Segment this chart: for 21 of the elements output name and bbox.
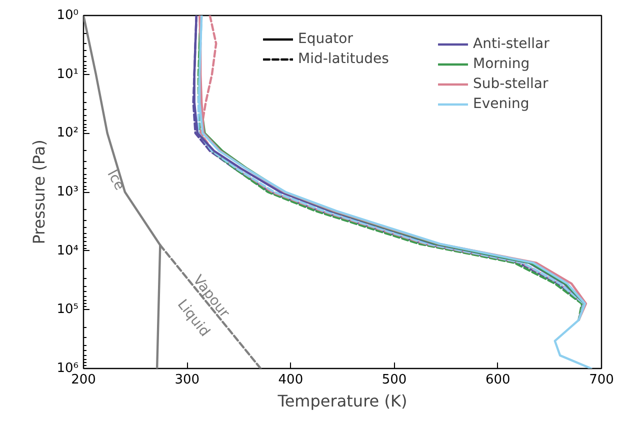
y-tick-label: 10³ — [56, 184, 79, 200]
legend-label: Evening — [473, 95, 530, 113]
annotation: Ice — [104, 167, 128, 193]
x-tick-label: 200 — [71, 372, 96, 388]
y-tick-label: 10² — [56, 126, 79, 141]
y-tick-label: 10⁴ — [56, 243, 79, 258]
x-tick-label: 500 — [382, 372, 407, 388]
legend-label: Anti-stellar — [473, 35, 550, 53]
x-tick-label: 700 — [589, 372, 614, 388]
x-tick-label: 600 — [485, 372, 510, 388]
y-tick-label: 10⁰ — [56, 8, 79, 23]
legend-label: Morning — [473, 55, 530, 73]
legend-label: Mid-latitudes — [298, 50, 389, 68]
x-tick-label: 300 — [174, 372, 200, 388]
y-tick-label: 10¹ — [56, 66, 79, 82]
x-axis-title: Temperature (K) — [276, 392, 408, 410]
legend-label: Equator — [298, 30, 353, 48]
y-tick-label: 10⁵ — [56, 302, 79, 318]
y-axis-title: Pressure (Pa) — [30, 140, 49, 244]
legend-label: Sub-stellar — [473, 75, 548, 93]
x-tick-label: 400 — [278, 372, 304, 388]
